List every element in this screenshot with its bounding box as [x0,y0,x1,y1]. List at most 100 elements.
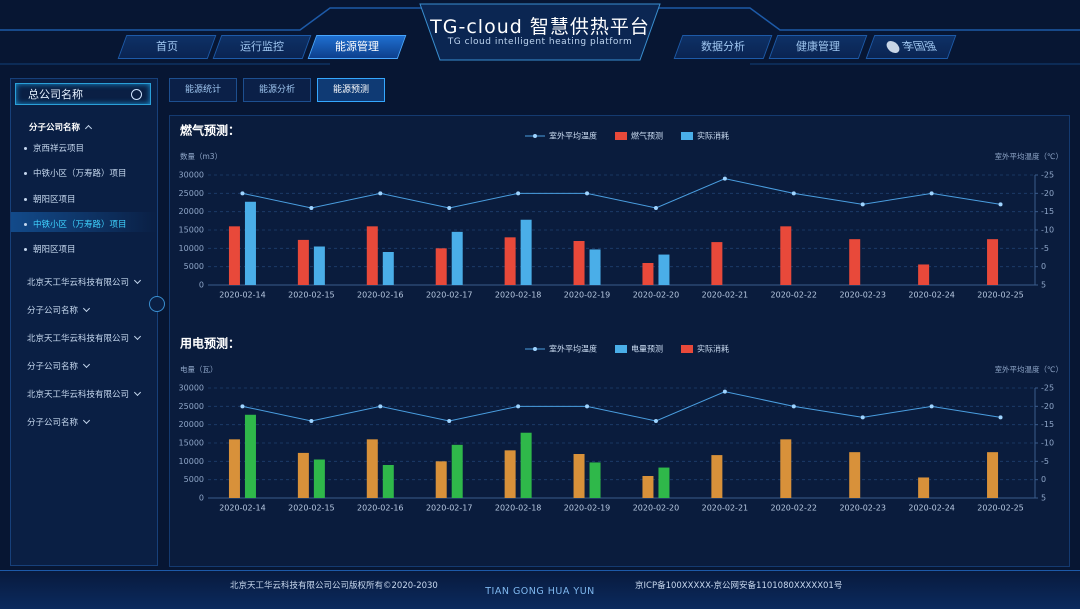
line-point [378,404,383,409]
bar [504,450,516,498]
bar [244,414,256,498]
bar [658,467,670,498]
line-point [240,404,245,409]
collapse-button[interactable] [149,296,165,312]
bar [849,452,861,498]
y2-axis-label: 室外平均温度（℃） [995,364,1063,374]
company-label: 分子公司名称 [27,418,79,428]
bar [520,219,532,285]
company-item[interactable]: 北京天工华云科技有限公司 [27,276,142,288]
icp: 京ICP备100XXXXX-京公网安备1101080XXXXX01号 [635,581,843,591]
project-item[interactable]: 京西祥云项目 [23,144,85,154]
x-tick-label: 2020-02-21 [702,504,749,513]
x-tick-label: 2020-02-20 [633,504,680,513]
nav-label: 数据分析 [701,40,745,53]
active-highlight [11,211,157,232]
y2-tick-label: -20 [1041,402,1054,411]
bar [987,452,999,498]
title-plate [419,3,661,61]
y-tick-label: 20000 [179,420,204,429]
user-name: 李国强 [899,40,938,53]
y2-tick-label: -20 [1041,189,1054,198]
x-tick-label: 2020-02-18 [495,504,542,513]
company-item[interactable]: 北京天工华云科技有限公司 [27,332,142,344]
bar [313,459,325,498]
nav-item[interactable]: 能源管理 [307,35,407,59]
legend-label: 燃气预测 [631,131,663,141]
gas-chart: 燃气预测： 数量（m3） 室外平均温度（℃） 0 5000 10000 15000 20000… [179,123,1063,300]
nav-item[interactable]: 数据分析 [673,35,773,59]
line-point [998,415,1003,420]
company-item[interactable]: 分子公司名称 [27,360,91,372]
company-item[interactable]: 分子公司名称 [27,416,91,428]
line-point [516,191,521,196]
company-item[interactable]: 分子公司名称 [27,304,91,316]
line-point [516,404,521,409]
footer: 北京天工华云科技有限公司公司版权所有©2020-2030 TIAN GONG H… [0,570,1080,609]
header-frame [0,3,1080,65]
x-tick-label: 2020-02-25 [977,291,1024,300]
project-item[interactable]: 朝阳区项目 [24,194,76,205]
legend-label: 室外平均温度 [549,344,597,354]
tab[interactable]: 能源统计 [169,78,237,102]
brand: TIAN GONG HUA YUN [485,586,595,597]
y-tick-label: 15000 [179,439,204,448]
company-label: 北京天工华云科技有限公司 [27,278,130,288]
y-tick-label: 5000 [184,262,204,271]
y2-tick-label: 0 [1041,475,1046,484]
y2-tick-label: -10 [1041,226,1054,235]
tab[interactable]: 能源预测 [317,78,385,102]
bar [435,461,447,498]
y-tick-label: 30000 [179,384,204,393]
legend-swatch [681,132,693,140]
chart-title: 燃气预测： [180,123,240,138]
bar [642,476,654,498]
y-tick-label: 0 [199,494,204,503]
x-tick-label: 2020-02-16 [357,504,404,513]
bar [382,465,394,498]
search-box[interactable]: 总公司名称 [15,83,151,105]
y2-tick-label: -10 [1041,439,1054,448]
y2-tick-label: -15 [1041,207,1054,216]
project-item[interactable]: 中铁小区（万寿路）项目 [24,219,127,230]
line-point [309,419,314,423]
y2-tick-label: 5 [1041,494,1046,503]
x-tick-label: 2020-02-19 [564,291,611,300]
bar [382,252,394,285]
bar [658,254,670,285]
tab[interactable]: 能源分析 [243,78,311,102]
bar [366,439,378,498]
legend-swatch [615,345,627,353]
x-tick-label: 2020-02-25 [977,504,1024,513]
project-item[interactable]: 中铁小区（万寿路）项目 [24,169,127,180]
line-point [585,404,590,409]
legend-swatch [533,347,537,351]
project-item[interactable]: 朝阳区项目 [24,245,76,256]
bar [297,452,309,498]
x-tick-label: 2020-02-24 [908,291,955,300]
company-item[interactable]: 北京天工华云科技有限公司 [27,388,142,400]
line-point [791,191,796,196]
line [242,391,1001,422]
x-tick-label: 2020-02-18 [495,291,542,300]
line-point [653,419,658,423]
nav-label: 能源管理 [335,40,379,53]
nav-item[interactable]: 健康管理 [768,35,868,59]
bar [313,246,325,285]
x-tick-label: 2020-02-20 [633,291,680,300]
line [242,178,1001,209]
tree-group[interactable]: 分子公司名称 [29,121,93,133]
y-tick-label: 5000 [184,475,204,484]
x-tick-label: 2020-02-15 [288,504,335,513]
header: TG-cloud 智慧供热平台 TG cloud intelligent hea… [0,0,1080,70]
line-point [653,206,658,210]
line-point [929,191,934,196]
x-tick-label: 2020-02-23 [839,291,886,300]
bar [780,439,792,498]
nav-item[interactable]: 运行监控 [212,35,312,59]
nav-item[interactable]: 首页 [117,35,217,59]
legend-swatch [615,132,627,140]
bar [589,249,601,285]
user-menu[interactable]: 李国强 [865,35,957,59]
bar [228,226,240,285]
